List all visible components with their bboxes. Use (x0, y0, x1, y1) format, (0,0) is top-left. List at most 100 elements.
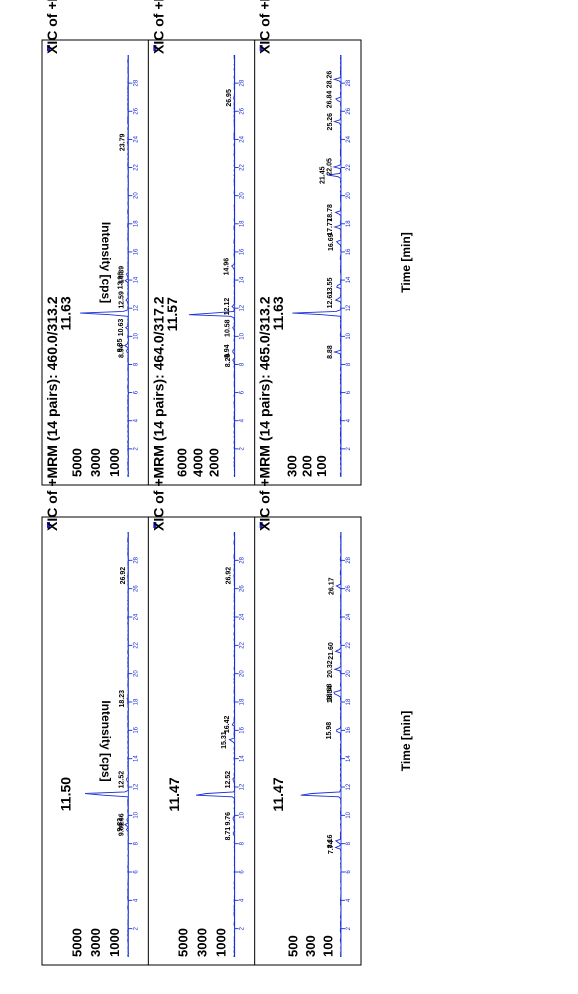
time-tick-label: 28 (240, 79, 246, 86)
title-marker (47, 45, 50, 51)
peak-label: 14.96 (223, 258, 230, 276)
subplot-title: XIC of +MRM (14 pairs): 464.0/317.2 (150, 296, 166, 531)
time-tick-label: 6 (240, 390, 246, 394)
main-peak-label: 11.63 (58, 296, 74, 330)
time-tick-label: 14 (346, 276, 352, 283)
peak-label: 10.63 (118, 319, 125, 337)
title-marker (47, 522, 50, 528)
time-tick-label: 4 (133, 418, 139, 422)
chart-panel-2: 246810121416182022242628100030005000XIC … (41, 0, 413, 486)
time-tick-label: 24 (133, 135, 139, 142)
chromatogram-trace (292, 54, 342, 478)
peak-label: 26.92 (120, 567, 127, 585)
time-tick-label: 8 (133, 841, 139, 845)
intensity-tick-label: 3000 (88, 448, 103, 477)
time-tick-label: 10 (133, 332, 139, 339)
time-tick-label: 14 (240, 755, 246, 762)
time-tick-label: 20 (346, 670, 352, 677)
time-tick-label: 12 (346, 304, 352, 311)
time-tick-label: 10 (346, 332, 352, 339)
time-tick-label: 12 (240, 304, 246, 311)
intensity-axis-label: Intensity [cps] (99, 700, 113, 781)
time-tick-label: 28 (346, 556, 352, 563)
peak-label: 8.16 (327, 834, 334, 848)
time-tick-label: 28 (133, 79, 139, 86)
time-tick-label: 2 (346, 447, 352, 451)
time-tick-label: 8 (133, 362, 139, 366)
peak-label: 17.77 (327, 218, 334, 236)
time-tick-label: 6 (346, 870, 352, 874)
peak-label: 8.94 (118, 344, 125, 358)
time-tick-label: 12 (346, 783, 352, 790)
peak-label: 26.84 (326, 91, 333, 109)
chromatogram-trace (80, 55, 129, 478)
time-tick-label: 16 (133, 726, 139, 733)
time-tick-label: 22 (240, 641, 246, 648)
time-tick-label: 2 (133, 447, 139, 451)
time-tick-label: 24 (240, 135, 246, 142)
subplot-title: XIC of +MRM (14 pairs): 460.0/313.2 (44, 0, 60, 54)
peak-label: 15.31 (221, 731, 228, 749)
intensity-tick-label: 5000 (69, 448, 84, 477)
intensity-axis-label: Intensity [cps] (99, 222, 113, 303)
peak-label: 9.35 (117, 339, 124, 353)
time-tick-label: 18 (346, 220, 352, 227)
intensity-tick-label: 5000 (69, 928, 84, 957)
time-tick-label: 4 (346, 898, 352, 902)
time-tick-label: 10 (240, 332, 246, 339)
time-tick-label: 8 (346, 841, 352, 845)
time-tick-label: 6 (133, 870, 139, 874)
peak-label: 13.55 (327, 278, 334, 296)
time-tick-label: 26 (240, 585, 246, 592)
peak-label: 20.32 (327, 660, 334, 678)
subplot-2-1: 246810121416182022242628100030005000XIC … (44, 0, 139, 478)
time-tick-label: 6 (133, 390, 139, 394)
time-tick-label: 14 (240, 276, 246, 283)
time-tick-label: 28 (346, 79, 352, 86)
time-tick-label: 18 (240, 698, 246, 705)
time-tick-label: 2 (240, 926, 246, 930)
time-tick-label: 26 (133, 107, 139, 114)
peak-label: 9.66 (119, 813, 126, 827)
peak-label: 16.69 (328, 233, 335, 251)
intensity-tick-label: 1000 (107, 448, 122, 477)
time-tick-label: 26 (133, 585, 139, 592)
peak-label: 26.95 (226, 89, 233, 107)
panel-frame (41, 39, 362, 486)
time-tick-label: 14 (346, 755, 352, 762)
main-peak-label: 11.57 (164, 297, 180, 331)
time-tick-label: 20 (133, 192, 139, 199)
time-tick-label: 20 (240, 670, 246, 677)
peak-label: 15.98 (326, 722, 333, 740)
time-tick-label: 6 (240, 870, 246, 874)
intensity-tick-label: 300 (303, 935, 318, 957)
chromatogram-trace (300, 531, 342, 958)
time-axis-label: Time [min] (399, 711, 413, 771)
time-axis-label: Time [min] (399, 232, 413, 292)
subplot-2-2: 246810121416182022242628200040006000XIC … (147, 0, 246, 485)
peak-label: 14.39 (118, 266, 125, 284)
peak-label: 18.54 (327, 685, 334, 703)
time-tick-label: 24 (240, 613, 246, 620)
peak-label: 9.01 (119, 822, 126, 836)
time-tick-label: 18 (346, 698, 352, 705)
time-tick-label: 22 (133, 164, 139, 171)
peak-label: 8.71 (225, 827, 232, 841)
subplot-title: XIC of +MRM (14 pairs): 465.0/313.2 (257, 0, 273, 54)
time-tick-label: 10 (240, 811, 246, 818)
time-tick-label: 24 (133, 613, 139, 620)
time-tick-label: 24 (346, 613, 352, 620)
time-tick-label: 16 (346, 248, 352, 255)
time-tick-label: 4 (133, 898, 139, 902)
subplot-title: XIC of +MRM (14 pairs): 460.0/313.2 (44, 296, 60, 531)
title-marker (259, 522, 263, 528)
intensity-tick-label: 4000 (190, 448, 205, 477)
time-tick-label: 22 (346, 641, 352, 648)
intensity-tick-label: 3000 (195, 928, 210, 957)
time-tick-label: 10 (346, 811, 352, 818)
peak-label: 21.45 (320, 166, 327, 184)
peak-label: 23.79 (119, 133, 126, 151)
time-tick-label: 16 (133, 248, 139, 255)
